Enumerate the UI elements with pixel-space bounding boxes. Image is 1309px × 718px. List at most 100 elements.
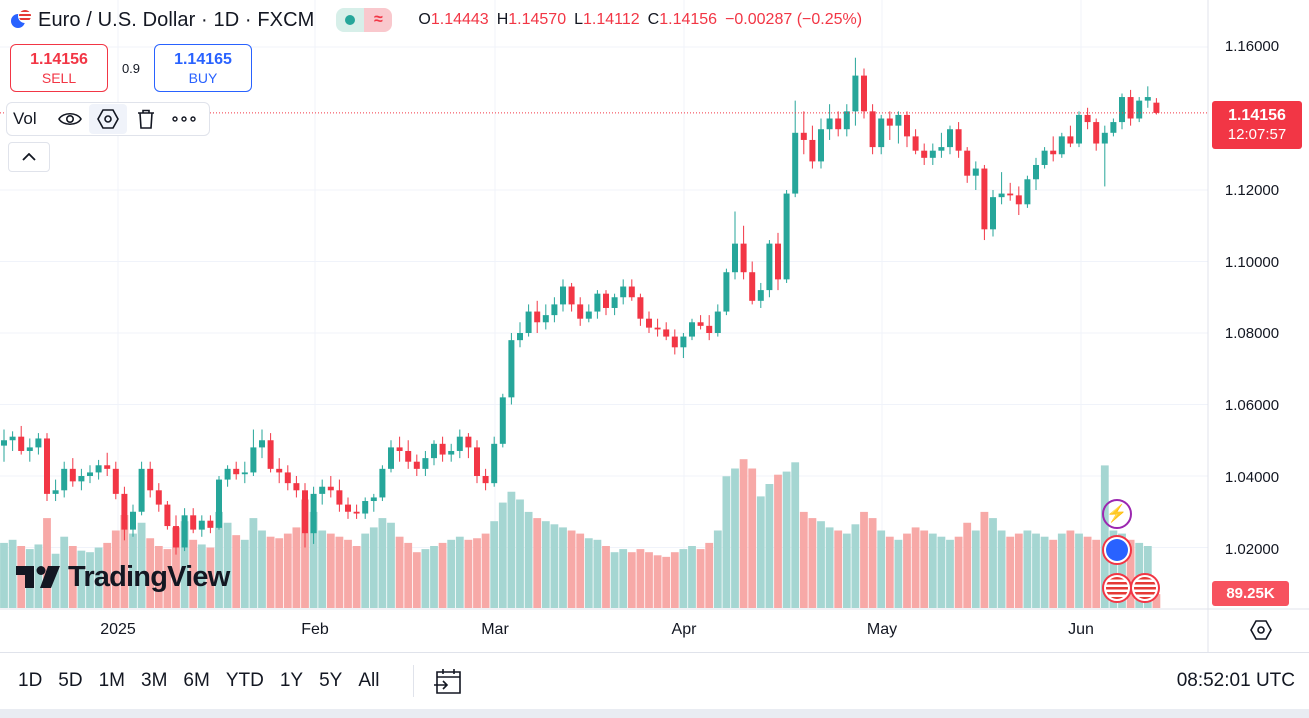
- candle-body: [723, 272, 730, 312]
- candle-body: [568, 286, 575, 305]
- candle-body: [1144, 97, 1151, 101]
- market-status-pills[interactable]: ≈: [336, 8, 393, 32]
- volume-bar: [1006, 536, 1015, 608]
- range-all-button[interactable]: All: [358, 670, 380, 691]
- candle-body: [121, 493, 128, 530]
- eu-event-icon[interactable]: [1102, 535, 1132, 565]
- price-chart[interactable]: [0, 0, 1309, 652]
- candle-body: [155, 490, 162, 505]
- market-open-icon[interactable]: [336, 8, 365, 32]
- candle-body: [396, 447, 403, 451]
- go-to-date-button[interactable]: [432, 665, 464, 697]
- candle-body: [353, 511, 360, 514]
- utc-clock[interactable]: 08:52:01 UTC: [1176, 670, 1295, 691]
- data-delay-icon[interactable]: ≈: [364, 8, 393, 32]
- volume-bar: [292, 527, 301, 608]
- volume-bar: [8, 539, 17, 608]
- scale-settings-button[interactable]: [1249, 618, 1273, 642]
- gear-icon: [1250, 620, 1272, 640]
- candle-body: [1110, 122, 1117, 133]
- candle-body: [95, 465, 102, 473]
- volume-bar: [774, 474, 782, 608]
- range-3m-button[interactable]: 3M: [141, 670, 168, 691]
- candle-body: [585, 311, 592, 319]
- range-ytd-button[interactable]: YTD: [225, 670, 264, 691]
- candle-body: [895, 114, 902, 126]
- sell-button[interactable]: 1.14156 SELL: [10, 44, 108, 92]
- candle-body: [1153, 102, 1160, 113]
- tradingview-logo[interactable]: TradingView: [16, 560, 230, 594]
- candle-body: [207, 520, 214, 528]
- volume-bar: [1040, 536, 1049, 608]
- candle-body: [663, 329, 670, 337]
- volume-bar: [111, 530, 120, 608]
- low-value: 1.14112: [583, 11, 640, 28]
- volume-bar: [937, 536, 946, 608]
- candle-body: [689, 322, 695, 337]
- candle-body: [542, 315, 549, 323]
- symbol-title[interactable]: Euro / U.S. Dollar · 1D · FXCM: [38, 8, 315, 31]
- candle-body: [1076, 114, 1082, 144]
- candle-body: [671, 336, 678, 348]
- candle-body: [1050, 150, 1057, 155]
- volume-bar: [653, 555, 662, 608]
- tv-logo-icon: [16, 566, 60, 588]
- candle-body: [869, 111, 876, 148]
- range-1y-button[interactable]: 1Y: [279, 670, 304, 691]
- volume-bar: [541, 521, 550, 608]
- range-1d-button[interactable]: 1D: [18, 670, 43, 691]
- collapse-legend-button[interactable]: [8, 142, 50, 172]
- candle-body: [1067, 136, 1074, 144]
- lightning-event-icon[interactable]: ⚡: [1102, 499, 1132, 529]
- buy-button[interactable]: 1.14165 BUY: [154, 44, 252, 92]
- volume-bar: [903, 533, 911, 608]
- volume-bar: [748, 468, 757, 608]
- candle-body: [388, 447, 394, 469]
- volume-bar: [825, 527, 834, 608]
- range-6m-button[interactable]: 6M: [183, 670, 210, 691]
- us-event-icon[interactable]: [1102, 573, 1132, 603]
- volume-indicator-legend: Vol: [6, 102, 210, 136]
- volume-bar: [1083, 536, 1092, 608]
- range-5y-button[interactable]: 5Y: [319, 670, 343, 691]
- candle-body: [517, 333, 523, 341]
- volume-bar: [129, 533, 137, 608]
- date-range-selector: 1D 5D 1M 3M 6M YTD 1Y 5Y All: [10, 666, 387, 696]
- candle-body: [302, 490, 308, 534]
- indicator-label[interactable]: Vol: [13, 109, 37, 128]
- bottom-toolbar: 1D 5D 1M 3M 6M YTD 1Y 5Y All 08:52:01 UT…: [0, 652, 1309, 709]
- candle-body: [138, 468, 145, 512]
- volume-bar: [249, 518, 258, 608]
- candle-body: [310, 493, 317, 534]
- candle-body: [87, 472, 93, 476]
- volume-bar: [189, 539, 198, 608]
- volume-bar: [971, 530, 980, 608]
- volume-bar: [163, 549, 172, 608]
- volume-bar: [636, 549, 645, 608]
- candle-body: [714, 311, 721, 333]
- volume-bar: [473, 538, 481, 608]
- price-label: 1.02000: [1224, 541, 1280, 558]
- range-1m-button[interactable]: 1M: [98, 670, 125, 691]
- candle-body: [646, 318, 652, 328]
- settings-icon[interactable]: [89, 104, 127, 134]
- volume-bar: [817, 521, 825, 608]
- volume-bar: [103, 542, 112, 608]
- candle-body: [1127, 97, 1134, 119]
- eurusd-flag-icon: [10, 9, 32, 31]
- candle-body: [998, 193, 1005, 198]
- volume-bar: [1100, 465, 1109, 608]
- candle-body: [241, 472, 248, 475]
- volume-bar: [834, 530, 843, 608]
- volume-bar: [172, 527, 180, 608]
- candle-body: [362, 501, 369, 514]
- candle-body: [680, 336, 687, 348]
- candle-body: [431, 443, 437, 459]
- more-icon[interactable]: [165, 104, 203, 134]
- us-event-icon[interactable]: [1130, 573, 1160, 603]
- eye-icon[interactable]: [51, 104, 89, 134]
- volume-bar: [559, 527, 567, 608]
- range-5d-button[interactable]: 5D: [58, 670, 83, 691]
- trash-icon[interactable]: [127, 104, 165, 134]
- bar-countdown: 12:07:57: [1227, 126, 1287, 143]
